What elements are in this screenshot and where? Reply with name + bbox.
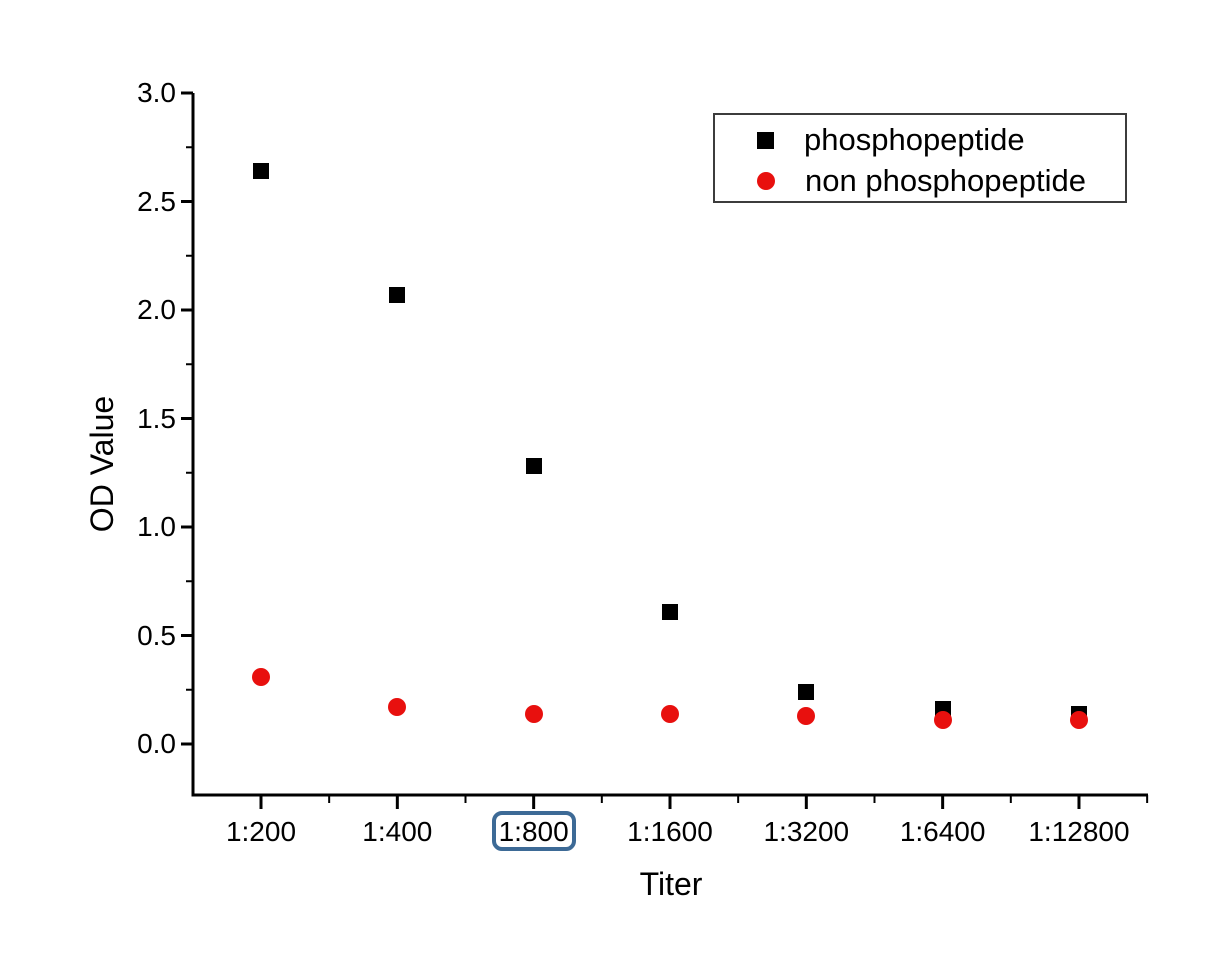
- data-point-phosphopeptide-1:200: [253, 163, 269, 180]
- data-point-phosphopeptide-1:400: [389, 286, 406, 303]
- data-point-phosphopeptide-1:800: [525, 458, 542, 475]
- legend-marker-square-icon: [757, 131, 774, 149]
- legend-label-phosphopeptide: phosphopeptide: [804, 122, 1025, 158]
- data-point-non-phosphopeptide-1:800: [524, 704, 543, 723]
- data-point-non-phosphopeptide-1:200: [252, 667, 270, 686]
- legend: phosphopeptide non phosphopeptide: [713, 113, 1127, 203]
- legend-row-phosphopeptide: phosphopeptide: [715, 120, 1125, 161]
- x-tick-label-1:3200: 1:3200: [763, 816, 850, 847]
- y-tick-label-1.5: 1.5: [137, 402, 176, 434]
- highlight-box-1-800: [491, 811, 576, 851]
- y-tick-label-3.0: 3.0: [137, 77, 176, 108]
- data-point-non-phosphopeptide-1:12800: [1069, 711, 1088, 730]
- x-tick-label-1:200: 1:200: [225, 816, 297, 847]
- data-point-non-phosphopeptide-1:6400: [933, 711, 952, 730]
- y-tick-label-2.0: 2.0: [137, 294, 176, 325]
- y-tick-label-1.0: 1.0: [137, 511, 176, 542]
- x-tick-label-1:400: 1:400: [362, 816, 433, 847]
- y-tick-label-0.0: 0.0: [137, 728, 176, 759]
- x-tick-label-1:800: 1:800: [498, 816, 569, 847]
- x-axis-title: Titer: [639, 866, 703, 902]
- data-point-phosphopeptide-1:1600: [661, 603, 678, 620]
- data-point-non-phosphopeptide-1:3200: [797, 706, 816, 725]
- y-tick-label-0.5: 0.5: [137, 619, 176, 651]
- legend-label-non-phosphopeptide: non phosphopeptide: [805, 162, 1086, 198]
- x-tick-label-1:1600: 1:1600: [627, 816, 713, 847]
- x-tick-label-1:12800: 1:12800: [1028, 816, 1130, 847]
- x-tick-label-1:6400: 1:6400: [899, 816, 986, 847]
- y-axis-title: OD Value: [84, 395, 120, 533]
- data-point-phosphopeptide-1:3200: [798, 683, 815, 700]
- data-point-non-phosphopeptide-1:400: [388, 698, 407, 717]
- y-tick-label-2.5: 2.5: [137, 185, 176, 217]
- data-point-non-phosphopeptide-1:1600: [660, 704, 679, 723]
- legend-marker-circle-icon: [757, 171, 775, 190]
- legend-row-non-phosphopeptide: non phosphopeptide: [715, 161, 1125, 202]
